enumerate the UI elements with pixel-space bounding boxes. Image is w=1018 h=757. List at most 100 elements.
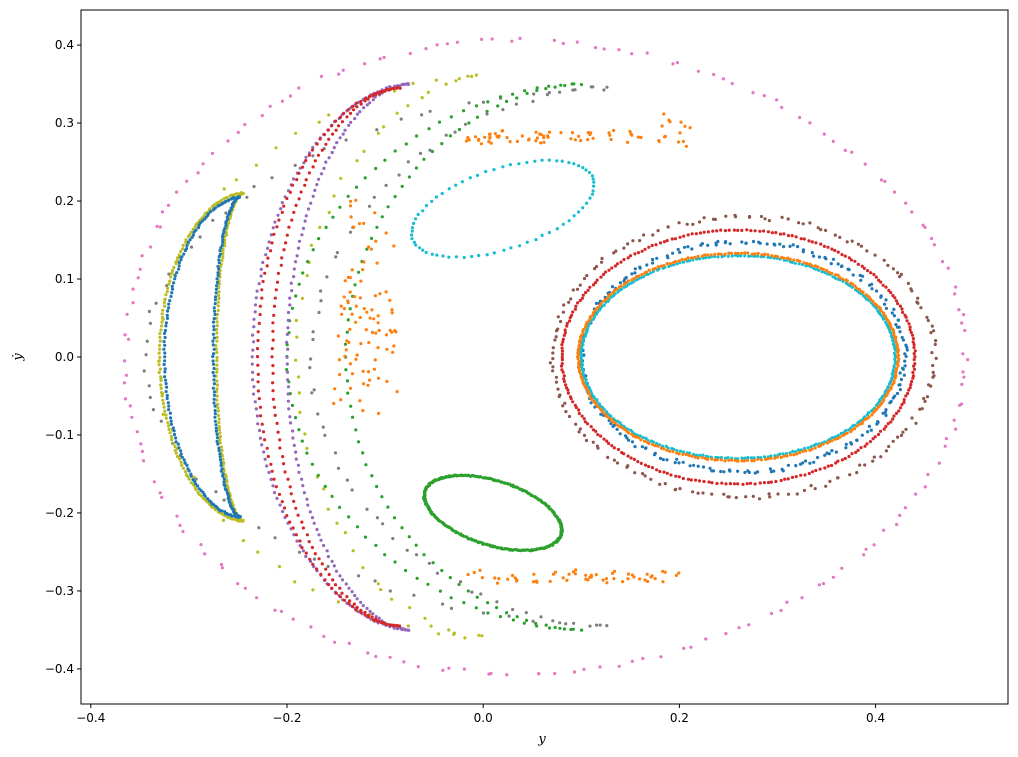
data-point bbox=[358, 222, 362, 226]
data-point bbox=[160, 394, 164, 398]
data-point bbox=[769, 456, 773, 460]
data-point bbox=[830, 463, 834, 468]
data-point bbox=[602, 47, 606, 51]
data-point bbox=[551, 619, 555, 623]
data-point bbox=[572, 214, 576, 218]
data-point bbox=[215, 331, 219, 335]
data-point bbox=[943, 444, 947, 448]
data-point bbox=[275, 421, 279, 425]
data-point bbox=[257, 526, 261, 530]
data-point bbox=[335, 141, 339, 145]
data-point bbox=[271, 226, 275, 230]
data-point bbox=[901, 430, 905, 434]
data-point bbox=[582, 353, 586, 357]
data-point bbox=[860, 264, 864, 268]
data-point bbox=[214, 508, 218, 512]
data-point bbox=[198, 218, 202, 222]
data-point bbox=[389, 623, 393, 627]
data-point bbox=[904, 343, 908, 347]
data-point bbox=[260, 422, 264, 426]
data-point bbox=[879, 455, 883, 459]
data-point bbox=[251, 378, 255, 382]
data-point bbox=[297, 428, 301, 432]
data-point bbox=[228, 216, 232, 220]
data-point bbox=[217, 427, 221, 432]
data-point bbox=[601, 410, 605, 414]
data-point bbox=[591, 283, 596, 287]
data-point bbox=[217, 286, 221, 290]
data-point bbox=[594, 573, 598, 577]
data-point bbox=[885, 393, 889, 397]
data-point bbox=[628, 254, 633, 258]
data-point bbox=[342, 307, 346, 311]
data-point bbox=[272, 304, 277, 308]
data-point bbox=[218, 438, 222, 442]
data-point bbox=[894, 323, 898, 327]
data-point bbox=[330, 494, 334, 498]
data-point bbox=[354, 198, 358, 202]
data-point bbox=[288, 296, 292, 300]
data-point bbox=[891, 439, 895, 443]
data-point bbox=[218, 441, 222, 445]
data-point bbox=[359, 102, 363, 106]
data-point bbox=[211, 362, 216, 366]
data-point bbox=[505, 99, 509, 103]
data-point bbox=[270, 176, 274, 180]
data-point bbox=[407, 535, 411, 539]
data-point bbox=[383, 158, 387, 162]
data-point bbox=[613, 264, 618, 268]
data-point bbox=[158, 355, 162, 359]
data-point bbox=[213, 404, 217, 408]
data-point bbox=[365, 606, 369, 611]
data-point bbox=[167, 272, 171, 276]
data-point bbox=[478, 540, 482, 544]
data-point bbox=[838, 276, 842, 280]
data-point bbox=[826, 245, 830, 249]
data-point bbox=[306, 207, 311, 211]
data-point bbox=[475, 115, 479, 119]
data-point bbox=[407, 628, 411, 632]
data-point bbox=[211, 320, 216, 324]
data-point bbox=[662, 470, 666, 474]
data-point bbox=[960, 382, 964, 386]
data-point bbox=[374, 166, 378, 171]
data-point bbox=[374, 617, 378, 621]
data-point bbox=[555, 159, 559, 163]
data-point bbox=[216, 402, 220, 406]
data-point bbox=[556, 327, 560, 331]
data-point bbox=[848, 473, 852, 477]
data-point bbox=[751, 239, 756, 244]
data-point bbox=[766, 253, 770, 257]
data-point bbox=[363, 99, 367, 103]
data-point bbox=[589, 573, 593, 577]
data-point bbox=[165, 290, 169, 294]
data-point bbox=[288, 485, 292, 489]
data-point bbox=[696, 254, 700, 258]
data-point bbox=[930, 351, 934, 355]
data-point bbox=[615, 287, 619, 291]
data-point bbox=[558, 621, 562, 625]
data-point bbox=[294, 533, 298, 537]
data-point bbox=[458, 473, 462, 478]
data-point bbox=[533, 159, 537, 163]
data-point bbox=[220, 467, 224, 471]
data-point bbox=[340, 591, 344, 595]
data-point bbox=[588, 624, 592, 628]
data-point bbox=[301, 226, 306, 230]
data-point bbox=[421, 209, 425, 213]
series-orbit-purple bbox=[250, 82, 411, 632]
data-point bbox=[489, 141, 493, 145]
data-point bbox=[591, 440, 595, 444]
data-point bbox=[814, 442, 818, 446]
data-point bbox=[185, 243, 189, 248]
data-point bbox=[285, 355, 289, 359]
data-point bbox=[749, 481, 753, 485]
data-point bbox=[404, 628, 408, 632]
data-point bbox=[562, 377, 566, 381]
data-point bbox=[286, 326, 290, 330]
data-point bbox=[170, 284, 174, 288]
data-point bbox=[271, 381, 275, 385]
data-point bbox=[665, 239, 669, 243]
data-point bbox=[214, 423, 218, 427]
data-point bbox=[350, 605, 355, 609]
